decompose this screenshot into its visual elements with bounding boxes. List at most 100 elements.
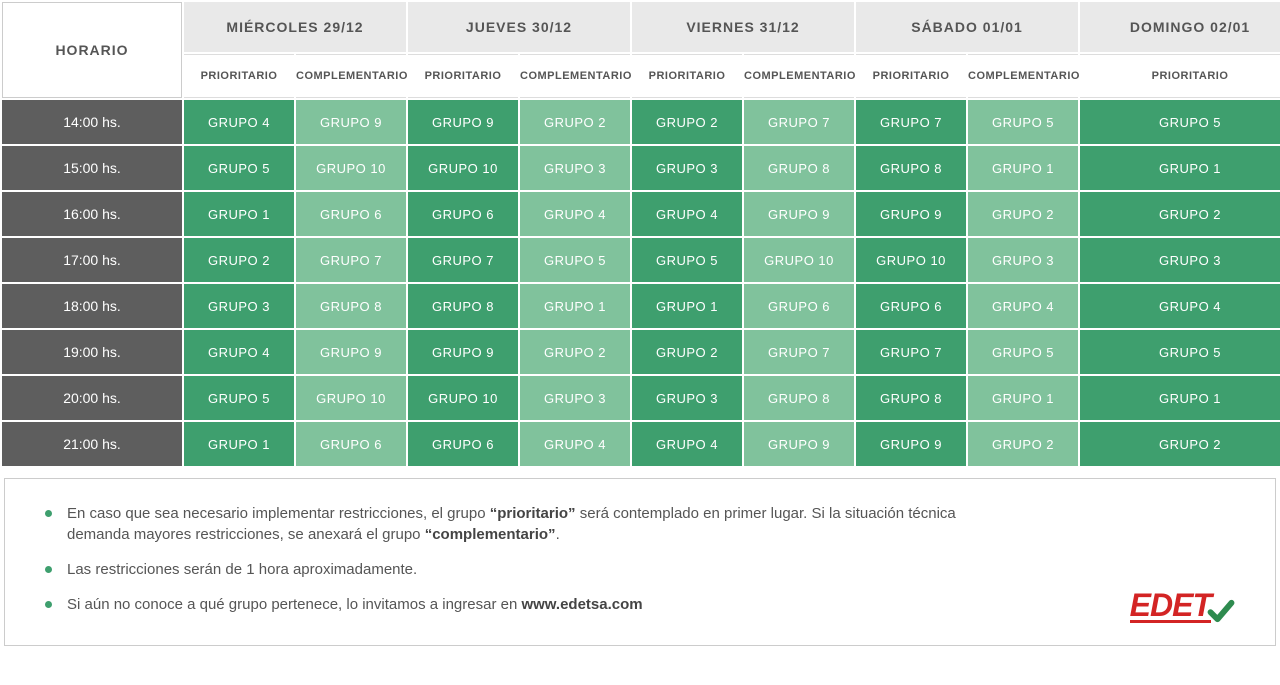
check-icon bbox=[1207, 597, 1235, 625]
table-row: 15:00 hs.GRUPO 5GRUPO 10GRUPO 10GRUPO 3G… bbox=[2, 146, 1280, 190]
sub-header: COMPLEMENTARIO bbox=[520, 54, 630, 98]
table-row: 20:00 hs.GRUPO 5GRUPO 10GRUPO 10GRUPO 3G… bbox=[2, 376, 1280, 420]
footer-notes: En caso que sea necesario implementar re… bbox=[4, 478, 1276, 646]
table-row: 19:00 hs.GRUPO 4GRUPO 9GRUPO 9GRUPO 2GRU… bbox=[2, 330, 1280, 374]
table-row: 17:00 hs.GRUPO 2GRUPO 7GRUPO 7GRUPO 5GRU… bbox=[2, 238, 1280, 282]
comp-cell: GRUPO 3 bbox=[520, 376, 630, 420]
comp-cell: GRUPO 3 bbox=[520, 146, 630, 190]
edet-logo: EDET bbox=[1130, 589, 1235, 625]
time-cell: 18:00 hs. bbox=[2, 284, 182, 328]
prio-cell: GRUPO 2 bbox=[1080, 422, 1280, 466]
prio-cell: GRUPO 3 bbox=[632, 146, 742, 190]
comp-cell: GRUPO 1 bbox=[968, 376, 1078, 420]
day-header: SÁBADO 01/01 bbox=[856, 2, 1078, 52]
table-row: 14:00 hs.GRUPO 4GRUPO 9GRUPO 9GRUPO 2GRU… bbox=[2, 100, 1280, 144]
prio-cell: GRUPO 5 bbox=[184, 146, 294, 190]
comp-cell: GRUPO 5 bbox=[520, 238, 630, 282]
sub-header: PRIORITARIO bbox=[856, 54, 966, 98]
comp-cell: GRUPO 1 bbox=[968, 146, 1078, 190]
comp-cell: GRUPO 4 bbox=[520, 422, 630, 466]
prio-cell: GRUPO 5 bbox=[1080, 330, 1280, 374]
prio-cell: GRUPO 2 bbox=[184, 238, 294, 282]
day-header: VIERNES 31/12 bbox=[632, 2, 854, 52]
comp-cell: GRUPO 8 bbox=[296, 284, 406, 328]
sub-header: PRIORITARIO bbox=[632, 54, 742, 98]
sub-header: COMPLEMENTARIO bbox=[744, 54, 854, 98]
comp-cell: GRUPO 8 bbox=[744, 376, 854, 420]
comp-cell: GRUPO 9 bbox=[296, 330, 406, 374]
comp-cell: GRUPO 9 bbox=[744, 192, 854, 236]
comp-cell: GRUPO 9 bbox=[296, 100, 406, 144]
prio-cell: GRUPO 10 bbox=[408, 376, 518, 420]
prio-cell: GRUPO 1 bbox=[1080, 376, 1280, 420]
comp-cell: GRUPO 10 bbox=[744, 238, 854, 282]
footer-bullet: Si aún no conoce a qué grupo pertenece, … bbox=[45, 594, 965, 615]
time-cell: 20:00 hs. bbox=[2, 376, 182, 420]
comp-cell: GRUPO 2 bbox=[968, 192, 1078, 236]
prio-cell: GRUPO 6 bbox=[408, 192, 518, 236]
comp-cell: GRUPO 1 bbox=[520, 284, 630, 328]
prio-cell: GRUPO 2 bbox=[1080, 192, 1280, 236]
comp-cell: GRUPO 2 bbox=[520, 330, 630, 374]
comp-cell: GRUPO 6 bbox=[296, 422, 406, 466]
comp-cell: GRUPO 9 bbox=[744, 422, 854, 466]
time-cell: 16:00 hs. bbox=[2, 192, 182, 236]
sub-header: PRIORITARIO bbox=[184, 54, 294, 98]
logo-text: EDET bbox=[1130, 591, 1211, 623]
comp-cell: GRUPO 7 bbox=[296, 238, 406, 282]
footer-bullet: Las restricciones serán de 1 hora aproxi… bbox=[45, 559, 965, 580]
day-header: JUEVES 30/12 bbox=[408, 2, 630, 52]
sub-header: COMPLEMENTARIO bbox=[968, 54, 1078, 98]
comp-cell: GRUPO 4 bbox=[520, 192, 630, 236]
prio-cell: GRUPO 4 bbox=[184, 100, 294, 144]
prio-cell: GRUPO 6 bbox=[408, 422, 518, 466]
day-header: MIÉRCOLES 29/12 bbox=[184, 2, 406, 52]
time-cell: 19:00 hs. bbox=[2, 330, 182, 374]
prio-cell: GRUPO 2 bbox=[632, 330, 742, 374]
time-cell: 21:00 hs. bbox=[2, 422, 182, 466]
prio-cell: GRUPO 7 bbox=[856, 330, 966, 374]
prio-cell: GRUPO 1 bbox=[184, 422, 294, 466]
prio-cell: GRUPO 9 bbox=[856, 192, 966, 236]
comp-cell: GRUPO 5 bbox=[968, 100, 1078, 144]
prio-cell: GRUPO 4 bbox=[1080, 284, 1280, 328]
table-row: 16:00 hs.GRUPO 1GRUPO 6GRUPO 6GRUPO 4GRU… bbox=[2, 192, 1280, 236]
comp-cell: GRUPO 2 bbox=[520, 100, 630, 144]
comp-cell: GRUPO 5 bbox=[968, 330, 1078, 374]
time-cell: 15:00 hs. bbox=[2, 146, 182, 190]
table-row: 18:00 hs.GRUPO 3GRUPO 8GRUPO 8GRUPO 1GRU… bbox=[2, 284, 1280, 328]
prio-cell: GRUPO 5 bbox=[184, 376, 294, 420]
comp-cell: GRUPO 7 bbox=[744, 330, 854, 374]
prio-cell: GRUPO 9 bbox=[408, 330, 518, 374]
comp-cell: GRUPO 8 bbox=[744, 146, 854, 190]
prio-cell: GRUPO 8 bbox=[856, 376, 966, 420]
comp-cell: GRUPO 3 bbox=[968, 238, 1078, 282]
sub-header: PRIORITARIO bbox=[1080, 54, 1280, 98]
prio-cell: GRUPO 7 bbox=[408, 238, 518, 282]
prio-cell: GRUPO 9 bbox=[408, 100, 518, 144]
prio-cell: GRUPO 4 bbox=[632, 422, 742, 466]
prio-cell: GRUPO 2 bbox=[632, 100, 742, 144]
horario-header: HORARIO bbox=[2, 2, 182, 98]
prio-cell: GRUPO 3 bbox=[632, 376, 742, 420]
time-cell: 14:00 hs. bbox=[2, 100, 182, 144]
prio-cell: GRUPO 8 bbox=[408, 284, 518, 328]
prio-cell: GRUPO 7 bbox=[856, 100, 966, 144]
table-row: 21:00 hs.GRUPO 1GRUPO 6GRUPO 6GRUPO 4GRU… bbox=[2, 422, 1280, 466]
comp-cell: GRUPO 6 bbox=[744, 284, 854, 328]
prio-cell: GRUPO 9 bbox=[856, 422, 966, 466]
prio-cell: GRUPO 1 bbox=[184, 192, 294, 236]
prio-cell: GRUPO 4 bbox=[632, 192, 742, 236]
prio-cell: GRUPO 6 bbox=[856, 284, 966, 328]
prio-cell: GRUPO 8 bbox=[856, 146, 966, 190]
prio-cell: GRUPO 1 bbox=[632, 284, 742, 328]
prio-cell: GRUPO 3 bbox=[1080, 238, 1280, 282]
prio-cell: GRUPO 5 bbox=[632, 238, 742, 282]
time-cell: 17:00 hs. bbox=[2, 238, 182, 282]
comp-cell: GRUPO 7 bbox=[744, 100, 854, 144]
schedule-table: HORARIOMIÉRCOLES 29/12JUEVES 30/12VIERNE… bbox=[0, 0, 1280, 468]
footer-bullet: En caso que sea necesario implementar re… bbox=[45, 503, 965, 545]
prio-cell: GRUPO 3 bbox=[184, 284, 294, 328]
comp-cell: GRUPO 10 bbox=[296, 376, 406, 420]
day-header: DOMINGO 02/01 bbox=[1080, 2, 1280, 52]
